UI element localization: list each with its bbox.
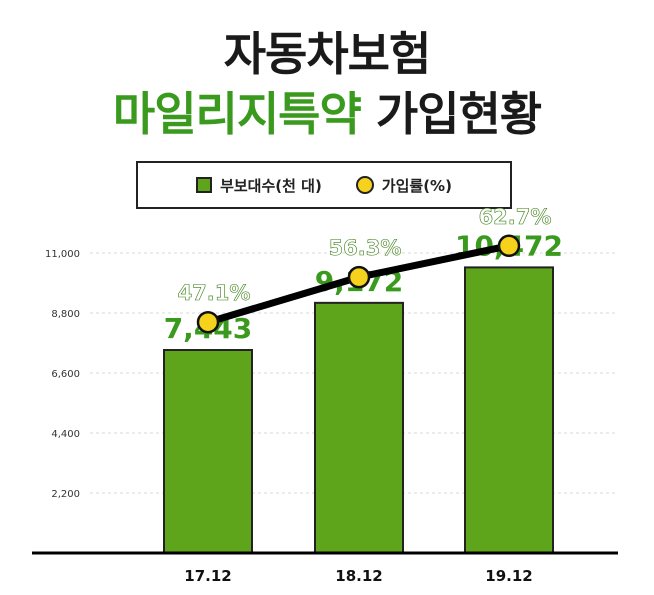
legend: 부보대수(천 대) 가입률(%)	[136, 161, 512, 209]
y-tick-label: 2,200	[51, 489, 80, 500]
rate-point	[347, 265, 371, 289]
rate-label: 62.7%	[479, 205, 552, 229]
legend-bar-swatch	[196, 177, 213, 193]
legend-item-line: 가입률(%)	[355, 175, 452, 196]
y-tick-label: 8,800	[51, 309, 80, 320]
title-line-1: 자동차보험	[223, 27, 432, 81]
title-suffix: 가입현황	[375, 87, 542, 141]
title-line-2: 마일리지특약 가입현황	[0, 78, 654, 144]
y-tick-label: 4,400	[51, 429, 80, 440]
y-tick-label: 11,000	[45, 249, 80, 260]
rate-point	[196, 310, 220, 334]
bar	[464, 266, 554, 554]
legend-line-swatch	[355, 176, 374, 194]
rate-label: 56.3%	[329, 236, 402, 260]
legend-item-bar: 부보대수(천 대)	[196, 175, 322, 196]
legend-line-label: 가입률(%)	[381, 176, 452, 195]
x-tick-label: 18.12	[335, 567, 382, 585]
x-tick-label: 17.12	[184, 567, 231, 585]
title-highlight: 마일리지특약	[112, 87, 362, 141]
bar	[314, 301, 404, 555]
rate-label: 47.1%	[178, 281, 251, 305]
bar	[163, 349, 253, 554]
rate-point	[497, 234, 521, 258]
y-tick-label: 6,600	[51, 369, 80, 380]
x-tick-label: 19.12	[485, 567, 532, 585]
legend-bar-label: 부보대수(천 대)	[220, 176, 322, 195]
